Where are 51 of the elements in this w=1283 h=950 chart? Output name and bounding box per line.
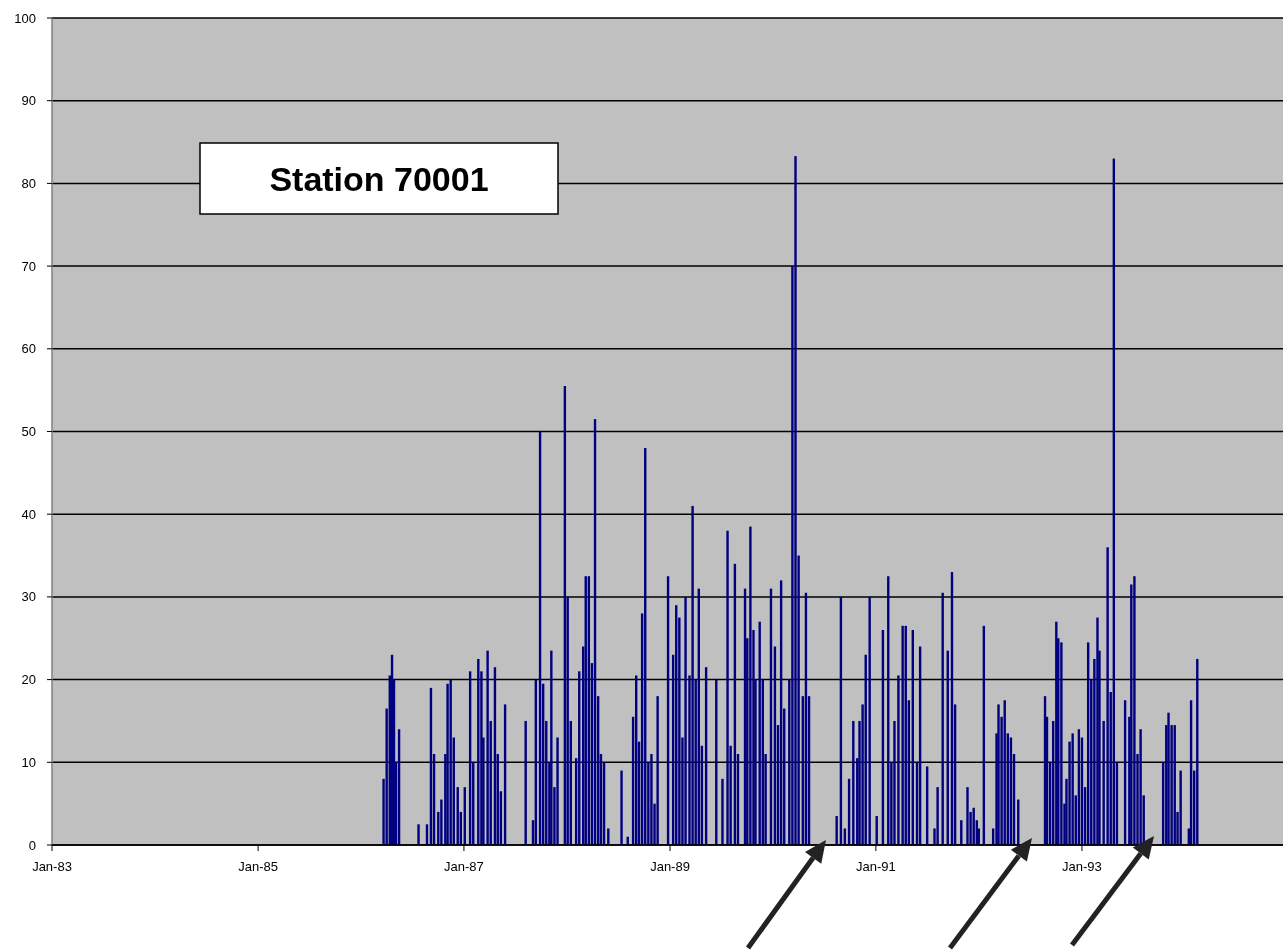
bar [852, 720, 855, 845]
text: Station 70001 [269, 159, 489, 198]
bar [835, 816, 838, 845]
bar [749, 526, 752, 845]
bar [524, 720, 527, 845]
bar [417, 824, 420, 845]
bar [477, 658, 480, 845]
bar [446, 683, 449, 845]
y-tick-label: 100 [14, 10, 36, 26]
bar [620, 770, 623, 845]
bar [868, 596, 871, 845]
y-tick-label: 90 [21, 93, 36, 109]
y-tick-label: 20 [21, 672, 36, 688]
bar [1179, 770, 1182, 845]
bar [684, 596, 687, 845]
y-tick-label: 50 [21, 424, 36, 440]
bar [997, 704, 1000, 845]
x-tick-label: Jan-91 [855, 859, 896, 874]
x-tick-label: Jan-93 [1062, 859, 1102, 874]
x-tick-label: Jan-87 [444, 859, 484, 874]
y-tick-label: 10 [21, 754, 36, 770]
bar [1139, 729, 1142, 845]
y-tick-label: 70 [21, 258, 36, 274]
bar [1106, 547, 1109, 845]
bar [726, 530, 729, 845]
bar [758, 621, 761, 845]
bar [1071, 733, 1074, 845]
x-tick-label: Jan-85 [238, 859, 278, 874]
bar [486, 650, 489, 845]
x-tick-label: Jan-83 [32, 859, 72, 874]
bar [550, 650, 553, 845]
y-tick-label: 30 [21, 589, 36, 605]
bar [1167, 712, 1170, 845]
bar [556, 737, 559, 845]
bar [650, 754, 653, 845]
bar [721, 778, 724, 845]
bar [972, 807, 975, 845]
bar [941, 592, 944, 845]
bar [691, 505, 694, 845]
bar [966, 787, 969, 845]
bar [1060, 642, 1063, 845]
y-tick-label: 80 [21, 175, 36, 191]
bar [936, 787, 939, 845]
bar [794, 156, 797, 845]
bar [1133, 576, 1136, 845]
y-tick-label: 0 [28, 837, 36, 853]
x-tick-label: Jan-89 [650, 859, 690, 874]
y-tick-label: 40 [21, 506, 36, 522]
bar [656, 696, 659, 845]
y-tick-label: 60 [21, 341, 36, 357]
bar [449, 679, 452, 845]
